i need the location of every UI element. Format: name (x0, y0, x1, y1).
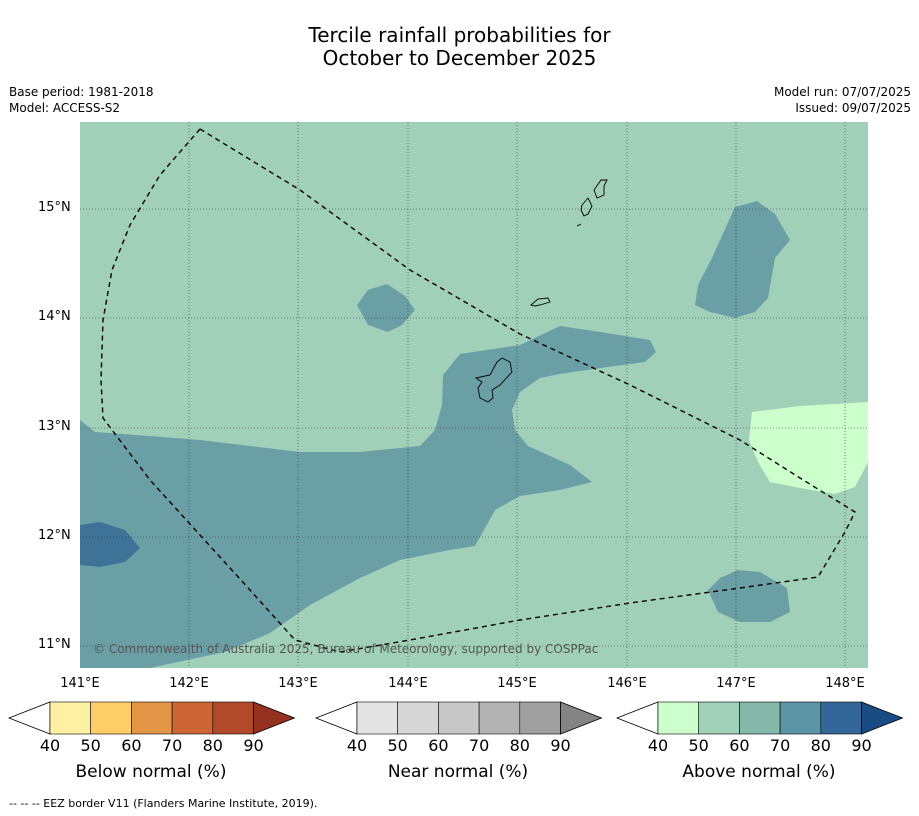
colorbar-segment (779, 701, 822, 735)
copyright-notice: © Commonwealth of Australia 2025, Bureau… (93, 642, 598, 656)
colorbar-near (314, 701, 603, 735)
colorbar-below (7, 701, 296, 735)
above-70-region-main (80, 326, 656, 668)
colorbar-segment (739, 701, 781, 735)
colorbar-segment (49, 701, 92, 735)
tinian-island (580, 197, 593, 217)
colorbar-max-extend (861, 701, 904, 735)
colorbar-segment (397, 701, 439, 735)
issued-date: Issued: 09/07/2025 (795, 101, 911, 115)
colorbar-tick-label: 40 (647, 736, 669, 755)
guam-island (474, 357, 513, 403)
eez-footnote: -- -- -- EEZ border V11 (Flanders Marine… (9, 797, 318, 810)
colorbar-segment (657, 701, 700, 735)
colorbar-tick-label: 40 (39, 736, 61, 755)
colorbar-tick-label: 90 (550, 736, 571, 755)
lat-label-14n: 14°N (38, 309, 71, 324)
colorbar-above (615, 701, 904, 735)
colorbar-segment (820, 701, 862, 735)
colorbar-tick-label: 50 (80, 736, 101, 755)
colorbar-min-extend (314, 701, 358, 735)
colorbar-segment (698, 701, 740, 735)
colorbar-tick-label: 90 (243, 736, 264, 755)
above-40-region (749, 402, 868, 494)
model-name: Model: ACCESS-S2 (9, 101, 121, 115)
colorbar-tick-label: 80 (202, 736, 223, 755)
lat-label-12n: 12°N (38, 528, 71, 543)
lon-label-146e: 146°E (607, 676, 647, 691)
colorbar-tick-label: 80 (810, 736, 831, 755)
lon-label-142e: 142°E (169, 676, 209, 691)
colorbar-tick-label: 70 (468, 736, 490, 755)
saipan-island (593, 179, 608, 199)
above-70-region-southeast (708, 570, 790, 622)
colorbar-title-near: Near normal (%) (387, 762, 529, 782)
lat-label-11n: 11°N (38, 637, 71, 652)
colorbar-tick-label: 50 (387, 736, 408, 755)
chart-title-line1: Tercile rainfall probabilities for (308, 23, 611, 47)
lon-label-148e: 148°E (825, 676, 865, 691)
colorbar-segment (356, 701, 399, 735)
base-period: Base period: 1981-2018 (9, 85, 154, 99)
gridlines (80, 122, 868, 668)
lon-label-147e: 147°E (716, 676, 756, 691)
colorbar-tick-label: 60 (428, 736, 449, 755)
above-70-region-northeast (695, 201, 790, 318)
lon-label-145e: 145°E (497, 676, 537, 691)
colorbar-tick-label: 90 (851, 736, 872, 755)
colorbar-tick-label: 70 (161, 736, 183, 755)
rota-island (530, 297, 551, 307)
model-run: Model run: 07/07/2025 (773, 85, 911, 99)
colorbar-segment (438, 701, 480, 735)
aguijan-island (576, 223, 582, 227)
lat-label-15n: 15°N (38, 200, 71, 215)
lat-label-13n: 13°N (38, 419, 71, 434)
above-80-region (80, 522, 140, 567)
colorbar-segment (171, 701, 214, 735)
colorbar-segment (131, 701, 173, 735)
lon-label-143e: 143°E (278, 676, 318, 691)
colorbar-segment (90, 701, 132, 735)
colorbar-tick-label: 50 (688, 736, 709, 755)
colorbar-min-extend (7, 701, 51, 735)
colorbar-tick-label: 60 (729, 736, 750, 755)
colorbar-title-above: Above normal (%) (682, 762, 836, 782)
colorbar-tick-label: 70 (769, 736, 791, 755)
colorbar-max-extend (253, 701, 296, 735)
colorbar-title-below: Below normal (%) (75, 762, 227, 782)
chart-title-line2: October to December 2025 (322, 46, 597, 70)
above-70-region-small (357, 284, 415, 332)
colorbar-segment (212, 701, 254, 735)
colorbar-max-extend (560, 701, 603, 735)
colorbar-tick-label: 60 (121, 736, 142, 755)
colorbar-segment (519, 701, 561, 735)
colorbar-min-extend (615, 701, 659, 735)
eez-border (100, 128, 856, 653)
colorbar-tick-label: 40 (346, 736, 368, 755)
lon-label-141e: 141°E (60, 676, 100, 691)
colorbar-tick-label: 80 (509, 736, 530, 755)
lon-label-144e: 144°E (388, 676, 428, 691)
colorbar-segment (478, 701, 521, 735)
